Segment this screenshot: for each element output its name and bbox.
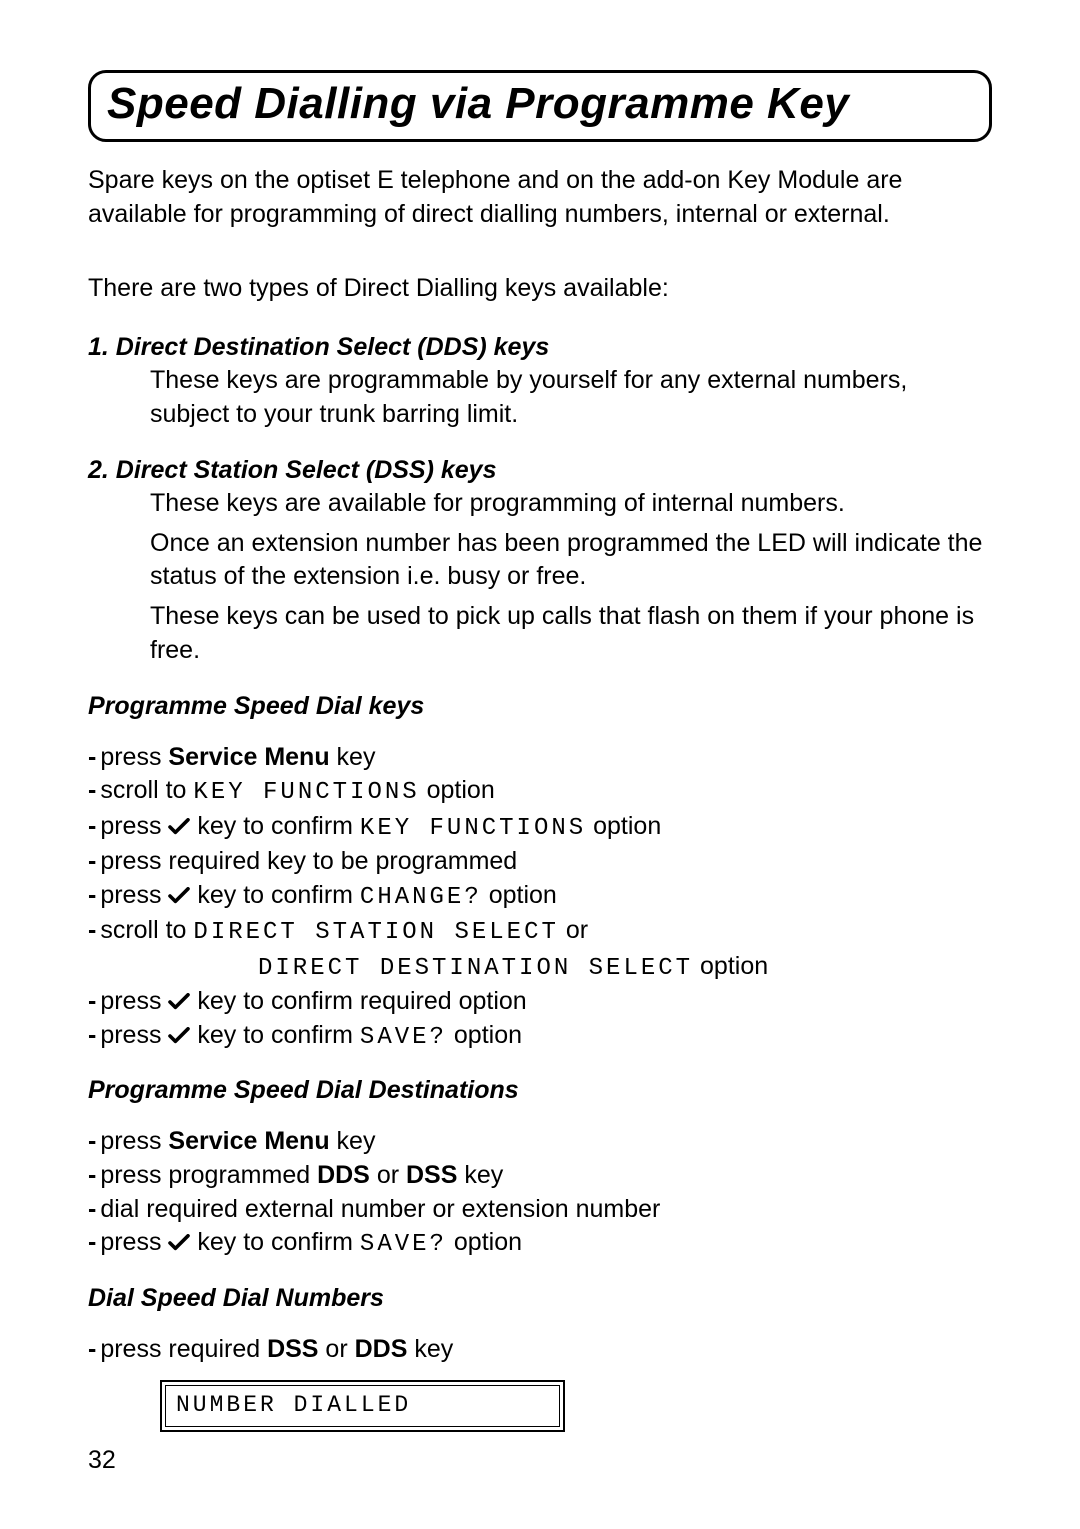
psd-step-3: -dial required external number or extens… — [88, 1193, 992, 1227]
section-2-body-3: These keys can be used to pick up calls … — [150, 600, 992, 668]
psk-step-3: -press key to confirm KEY FUNCTIONS opti… — [88, 810, 992, 845]
page-title: Speed Dialling via Programme Key — [107, 79, 973, 129]
dsd-step-1: -press required DSS or DDS key — [88, 1333, 992, 1367]
psk-step-8: -press key to confirm SAVE? option — [88, 1019, 992, 1054]
section-2-body-1: These keys are available for programming… — [150, 487, 992, 521]
programme-speed-dial-keys-heading: Programme Speed Dial keys — [88, 692, 992, 721]
dial-speed-dial-numbers-heading: Dial Speed Dial Numbers — [88, 1284, 992, 1313]
psk-step-7: -press key to confirm required option — [88, 985, 992, 1019]
psk-step-1: -press Service Menu key — [88, 741, 992, 775]
psk-step-2: -scroll to KEY FUNCTIONS option — [88, 774, 992, 809]
page-number: 32 — [88, 1446, 116, 1475]
check-icon — [168, 887, 190, 905]
psd-step-1: -press Service Menu key — [88, 1125, 992, 1159]
check-icon — [168, 993, 190, 1011]
psk-step-6: -scroll to DIRECT STATION SELECT or — [88, 914, 992, 949]
psd-step-2: -press programmed DDS or DSS key — [88, 1159, 992, 1193]
intro-paragraph-1: Spare keys on the optiset E telephone an… — [88, 164, 992, 232]
psd-step-4: -press key to confirm SAVE? option — [88, 1226, 992, 1261]
psk-step-5: -press key to confirm CHANGE? option — [88, 879, 992, 914]
section-2-heading: 2. Direct Station Select (DSS) keys — [88, 456, 992, 485]
lcd-display-text: NUMBER DIALLED — [176, 1392, 411, 1418]
check-icon — [168, 1027, 190, 1045]
section-1-heading: 1. Direct Destination Select (DDS) keys — [88, 333, 992, 362]
section-2-body-2: Once an extension number has been progra… — [150, 527, 992, 595]
section-1-body: These keys are programmable by yourself … — [150, 364, 992, 432]
manual-page: Speed Dialling via Programme Key Spare k… — [0, 0, 1080, 1529]
check-icon — [168, 818, 190, 836]
intro-paragraph-2: There are two types of Direct Dialling k… — [88, 272, 992, 306]
check-icon — [168, 1234, 190, 1252]
programme-speed-dial-destinations-heading: Programme Speed Dial Destinations — [88, 1076, 992, 1105]
lcd-display-inner: NUMBER DIALLED — [165, 1385, 560, 1427]
lcd-display-box: NUMBER DIALLED — [160, 1380, 565, 1432]
psk-step-4: -press required key to be programmed — [88, 845, 992, 879]
title-box: Speed Dialling via Programme Key — [88, 70, 992, 142]
psk-step-6b: DIRECT DESTINATION SELECT option — [258, 950, 992, 985]
